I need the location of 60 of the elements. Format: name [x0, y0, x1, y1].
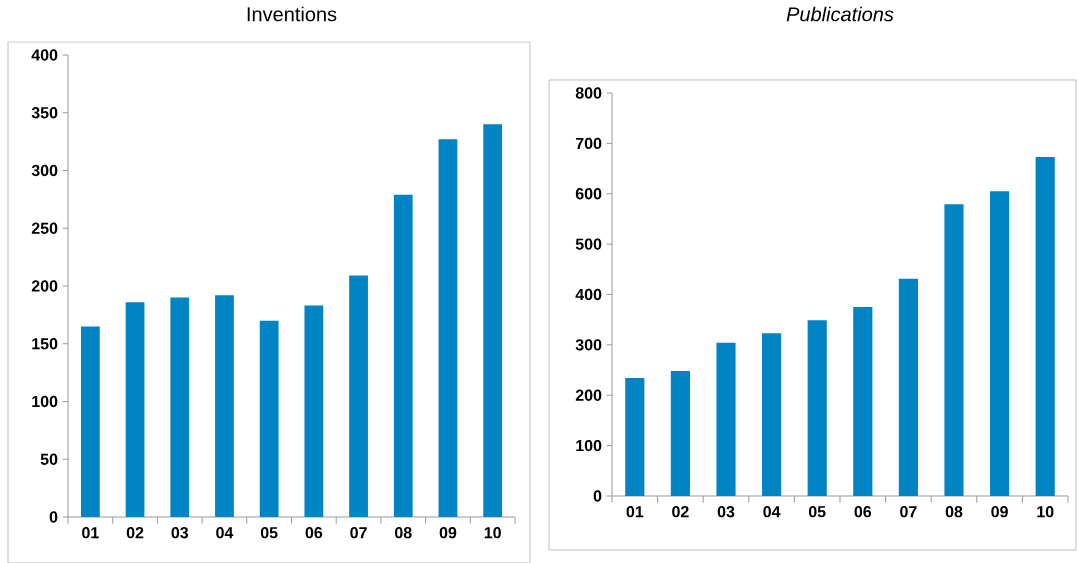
- bar: [853, 307, 873, 496]
- x-tick-label: 06: [854, 506, 872, 518]
- x-tick-label: 06: [305, 527, 323, 539]
- y-tick-label: 800: [575, 87, 602, 99]
- y-tick-label: 400: [31, 49, 58, 61]
- y-tick-label: 150: [32, 338, 58, 350]
- y-tick-label: 300: [575, 339, 602, 351]
- chart-title: Inventions: [247, 6, 337, 22]
- x-tick-label: 10: [1037, 506, 1054, 518]
- x-tick-label: 01: [82, 527, 99, 539]
- y-tick-label: 400: [575, 288, 602, 301]
- bar: [170, 297, 190, 517]
- bar: [393, 194, 413, 517]
- y-tick-label: 100: [32, 395, 58, 408]
- y-tick-label: 350: [31, 107, 58, 119]
- y-tick-label: 500: [575, 238, 602, 250]
- bar: [807, 320, 827, 496]
- y-tick-label: 100: [576, 439, 602, 452]
- bar: [259, 320, 279, 517]
- bar: [762, 333, 782, 496]
- bar: [716, 342, 736, 496]
- x-tick-label: 02: [126, 527, 144, 539]
- bar: [125, 302, 145, 517]
- y-tick-label: 200: [31, 280, 58, 292]
- bar: [483, 124, 503, 517]
- x-tick-label: 09: [991, 506, 1008, 518]
- x-tick-label: 05: [260, 527, 278, 539]
- y-tick-label: 0: [49, 511, 58, 523]
- x-tick-label: 09: [439, 527, 457, 539]
- bar: [625, 378, 645, 496]
- bar: [670, 371, 690, 496]
- bar: [990, 191, 1010, 496]
- y-tick-label: 250: [31, 222, 58, 234]
- x-tick-label: 03: [171, 527, 189, 539]
- bar: [898, 278, 918, 496]
- x-tick-label: 03: [717, 506, 735, 518]
- x-tick-label: 04: [763, 506, 781, 518]
- y-tick-label: 700: [575, 137, 602, 150]
- bar: [349, 275, 368, 517]
- bar: [1035, 156, 1055, 496]
- x-tick-label: 08: [945, 506, 963, 518]
- bar: [80, 326, 100, 517]
- y-tick-label: 200: [575, 389, 602, 401]
- bar: [215, 295, 234, 517]
- x-tick-label: 05: [808, 506, 826, 518]
- x-tick-label: 04: [216, 527, 234, 539]
- x-tick-label: 07: [350, 527, 367, 539]
- y-tick-label: 0: [593, 490, 602, 502]
- x-tick-label: 01: [626, 506, 644, 518]
- bar: [304, 305, 324, 517]
- y-tick-label: 300: [31, 164, 58, 177]
- bar: [944, 204, 964, 496]
- bar: [438, 139, 458, 517]
- y-tick-label: 600: [575, 188, 602, 200]
- x-tick-label: 07: [900, 506, 917, 518]
- x-tick-label: 10: [484, 527, 501, 539]
- y-tick-label: 50: [40, 453, 58, 465]
- x-tick-label: 02: [672, 506, 689, 518]
- x-tick-label: 08: [394, 527, 412, 539]
- chart-title: Publications: [786, 6, 894, 22]
